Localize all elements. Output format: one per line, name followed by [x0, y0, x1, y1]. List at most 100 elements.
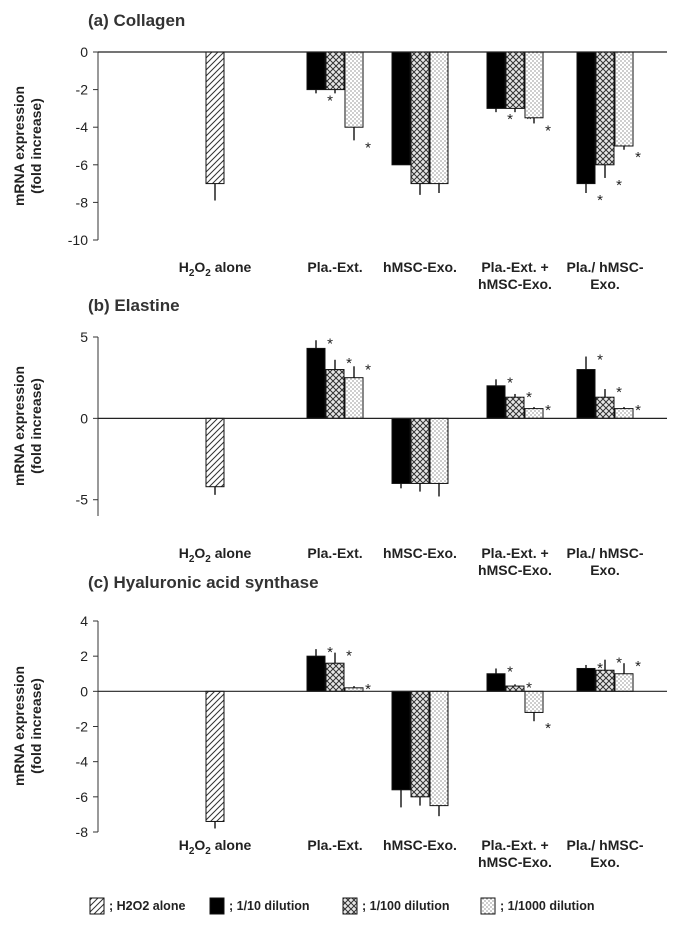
y-tick-label: -4 — [76, 754, 89, 770]
y-axis-label: mRNA expression — [11, 86, 27, 206]
category-label: Pla.-Ext. + — [481, 837, 548, 853]
bar-h2o2 — [205, 417, 225, 488]
panel-2: (c) Hyaluronic acid synthase mRNA express… — [11, 573, 667, 870]
y-tick-label: 0 — [80, 683, 88, 699]
bar-d1000 — [524, 408, 544, 419]
bar-d10 — [391, 51, 411, 166]
y-tick-label: 4 — [80, 613, 88, 629]
significance-star: * — [507, 374, 513, 391]
bar-d100 — [505, 396, 525, 419]
panel-title: (b) Elastine — [88, 296, 180, 315]
category-label: Pla.-Ext. — [307, 545, 362, 561]
category-label: Pla./ hMSC- — [566, 259, 643, 275]
panel-1: (b) Elastine mRNA expression (fold increas… — [11, 296, 667, 578]
significance-star: * — [616, 384, 622, 401]
significance-star: * — [597, 352, 603, 369]
y-tick-label: 0 — [80, 410, 88, 426]
category-label: H2O2 alone — [179, 259, 252, 279]
significance-star: * — [507, 111, 513, 128]
y-axis-label: (fold increase) — [28, 98, 44, 194]
bar-d1000 — [344, 51, 364, 128]
bar-d1000 — [429, 690, 449, 807]
bar-d10 — [306, 655, 326, 692]
bar-d10 — [486, 51, 506, 109]
bar-d100 — [410, 51, 430, 185]
bar-d100 — [325, 51, 345, 91]
bar-d100 — [410, 417, 430, 484]
bar-d10 — [576, 667, 596, 692]
bar-d10 — [576, 369, 596, 419]
bar-d100 — [595, 51, 615, 166]
category-label: hMSC-Exo. — [383, 545, 457, 561]
bar-d100 — [325, 369, 345, 419]
bar-d100 — [505, 51, 525, 109]
category-label: Pla.-Ext. + — [481, 545, 548, 561]
bar-d10 — [486, 673, 506, 692]
bar-h2o2 — [205, 690, 225, 822]
bar-d10 — [306, 51, 326, 91]
significance-star: * — [365, 139, 371, 156]
significance-star: * — [327, 644, 333, 661]
bar-d1000 — [614, 51, 634, 147]
y-tick-label: -5 — [76, 492, 89, 508]
significance-star: * — [545, 720, 551, 737]
category-label: hMSC-Exo. — [383, 259, 457, 275]
y-axis-label: mRNA expression — [11, 666, 27, 786]
significance-star: * — [616, 177, 622, 194]
bar-d1000 — [614, 673, 634, 692]
significance-star: * — [635, 149, 641, 166]
significance-star: * — [365, 681, 371, 698]
y-tick-label: -2 — [76, 82, 89, 98]
y-tick-label: -8 — [76, 824, 89, 840]
bar-d1000 — [344, 377, 364, 419]
category-label: hMSC-Exo. — [478, 276, 552, 292]
category-label: Exo. — [590, 276, 620, 292]
bar-d1000 — [524, 690, 544, 713]
bar-d100 — [410, 690, 430, 798]
significance-star: * — [526, 679, 532, 696]
significance-star: * — [327, 92, 333, 109]
significance-star: * — [597, 660, 603, 677]
legend-label-d1000: ; 1/1000 dilution — [500, 899, 594, 913]
bar-d1000 — [524, 51, 544, 119]
category-label: H2O2 alone — [179, 545, 252, 565]
significance-star: * — [545, 402, 551, 419]
bar-d100 — [595, 396, 615, 419]
y-axis-label: (fold increase) — [28, 678, 44, 774]
legend-swatch-h2o2 — [89, 897, 105, 915]
y-tick-label: -6 — [76, 157, 89, 173]
bar-d10 — [486, 385, 506, 419]
bar-d1000 — [429, 51, 449, 185]
significance-star: * — [346, 355, 352, 372]
category-label: Pla./ hMSC- — [566, 837, 643, 853]
y-tick-label: 2 — [80, 648, 88, 664]
category-label: Pla./ hMSC- — [566, 545, 643, 561]
category-label: H2O2 alone — [179, 837, 252, 857]
legend-label-d10: ; 1/10 dilution — [229, 899, 310, 913]
bar-d10 — [391, 417, 411, 484]
category-label: hMSC-Exo. — [478, 854, 552, 870]
y-axis-label: (fold increase) — [28, 378, 44, 474]
legend-swatch-d1000 — [480, 897, 496, 915]
y-axis-label: mRNA expression — [11, 366, 27, 486]
bar-d10 — [391, 690, 411, 791]
significance-star: * — [635, 658, 641, 675]
category-label: Pla.-Ext. + — [481, 259, 548, 275]
significance-star: * — [616, 655, 622, 672]
bar-d100 — [505, 685, 525, 692]
bar-d1000 — [614, 408, 634, 419]
bar-d10 — [306, 347, 326, 419]
bar-d100 — [325, 662, 345, 692]
y-tick-label: 0 — [80, 44, 88, 60]
legend-swatch-d10 — [209, 897, 225, 915]
legend: ; H2O2 alone ; 1/10 dilution ; 1/100 dilut… — [89, 897, 594, 915]
category-label: hMSC-Exo. — [478, 562, 552, 578]
significance-star: * — [365, 361, 371, 378]
y-tick-label: -2 — [76, 719, 89, 735]
y-tick-label: -6 — [76, 789, 89, 805]
category-label: Pla.-Ext. — [307, 259, 362, 275]
significance-star: * — [635, 402, 641, 419]
panel-title: (c) Hyaluronic acid synthase — [88, 573, 319, 592]
